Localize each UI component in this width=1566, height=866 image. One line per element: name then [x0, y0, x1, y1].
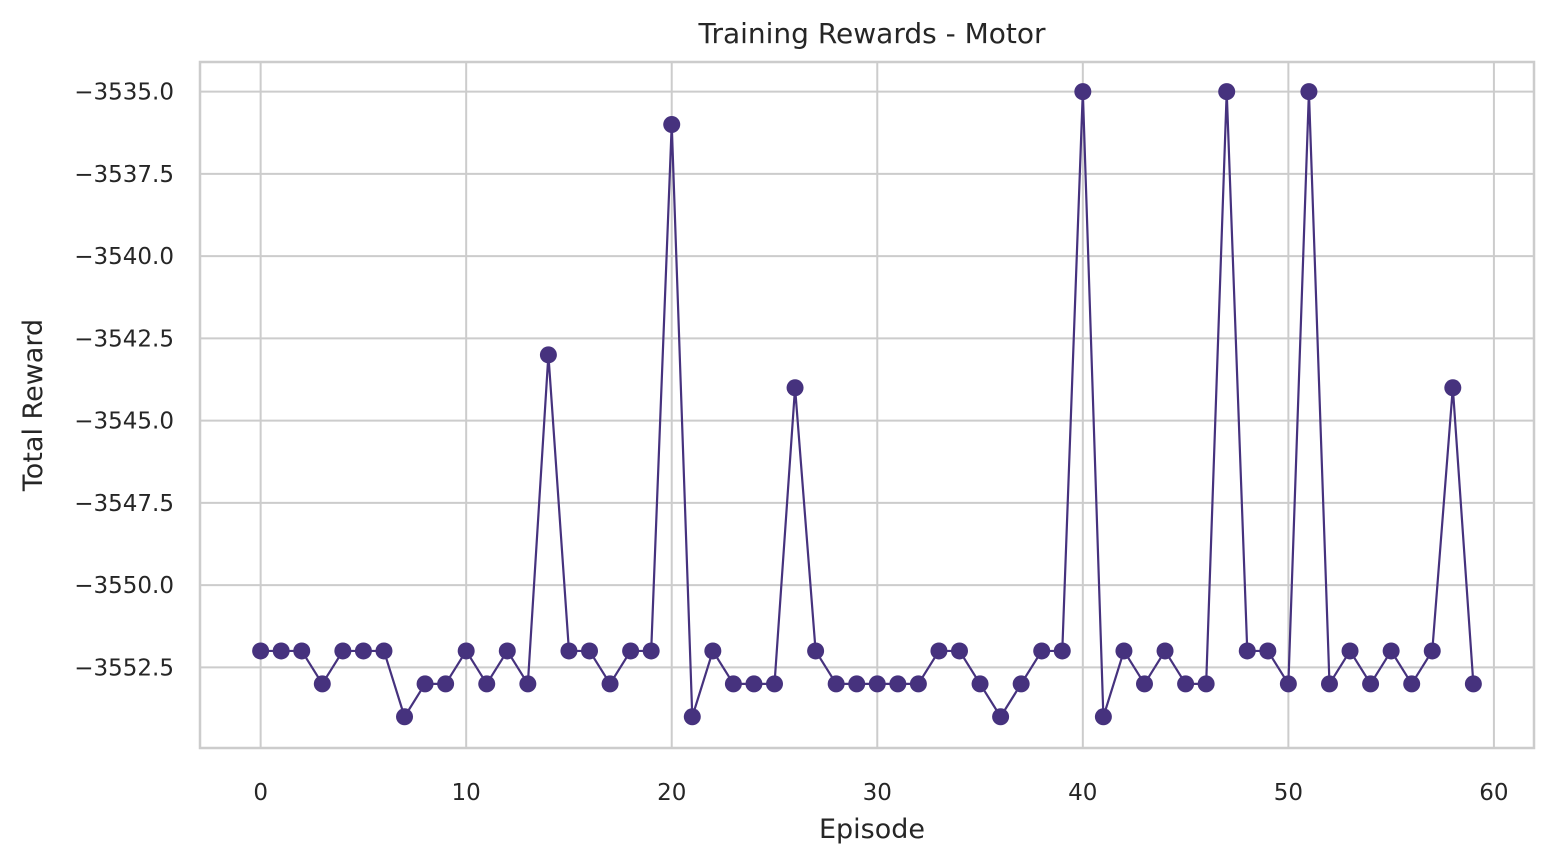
data-point: [827, 675, 845, 693]
data-point: [1403, 675, 1421, 693]
y-tick-label: −3540.0: [74, 244, 174, 270]
data-point: [293, 642, 311, 660]
data-point: [704, 642, 722, 660]
x-tick-label: 10: [452, 780, 481, 806]
x-tick-label: 0: [253, 780, 268, 806]
data-point: [539, 346, 557, 364]
data-point: [889, 675, 907, 693]
data-point: [601, 675, 619, 693]
chart-title: Training Rewards - Motor: [697, 17, 1046, 50]
data-point: [642, 642, 660, 660]
data-point: [457, 642, 475, 660]
data-point: [313, 675, 331, 693]
data-point: [766, 675, 784, 693]
data-point: [930, 642, 948, 660]
data-point: [252, 642, 270, 660]
data-point: [971, 675, 989, 693]
y-tick-label: −3542.5: [74, 326, 174, 352]
x-tick-label: 40: [1068, 780, 1097, 806]
data-point: [1033, 642, 1051, 660]
grid: [200, 62, 1534, 748]
x-tick-label: 30: [863, 780, 892, 806]
data-point: [807, 642, 825, 660]
data-point: [437, 675, 455, 693]
series-line: [260, 90, 1475, 718]
y-axis-label: Total Reward: [18, 319, 49, 492]
x-tick-label: 20: [657, 780, 686, 806]
data-point: [498, 642, 516, 660]
data-point: [909, 675, 927, 693]
data-point: [1279, 675, 1297, 693]
data-point: [1341, 642, 1359, 660]
data-point: [1135, 675, 1153, 693]
y-tick-label: −3535.0: [74, 80, 174, 106]
data-point: [1362, 675, 1380, 693]
y-tick-label: −3547.5: [74, 491, 174, 517]
data-point: [478, 675, 496, 693]
y-tick-label: −3545.0: [74, 409, 174, 435]
data-point: [1012, 675, 1030, 693]
data-point: [272, 642, 290, 660]
data-point: [1382, 642, 1400, 660]
x-tick-label: 50: [1274, 780, 1303, 806]
data-point: [786, 379, 804, 397]
data-point: [519, 675, 537, 693]
data-point: [683, 708, 701, 726]
data-point: [1094, 708, 1112, 726]
data-point: [1320, 675, 1338, 693]
data-point: [1197, 675, 1215, 693]
data-point: [1177, 675, 1195, 693]
data-point: [1300, 83, 1318, 101]
x-tick-label: 60: [1479, 780, 1508, 806]
data-point: [1259, 642, 1277, 660]
data-point: [416, 675, 434, 693]
data-point: [1423, 642, 1441, 660]
data-point: [334, 642, 352, 660]
data-point: [560, 642, 578, 660]
data-point: [663, 116, 681, 134]
x-axis-label: Episode: [819, 814, 925, 845]
plot-frame: [198, 60, 1536, 750]
y-tick-label: −3537.5: [74, 162, 174, 188]
y-tick-label: −3550.0: [74, 573, 174, 599]
data-point: [1218, 83, 1236, 101]
data-point: [1464, 675, 1482, 693]
data-point: [992, 708, 1010, 726]
data-point: [868, 675, 886, 693]
y-tick-label: −3552.5: [74, 655, 174, 681]
series-layer: [252, 83, 1482, 726]
data-point: [396, 708, 414, 726]
data-point: [950, 642, 968, 660]
data-point: [375, 642, 393, 660]
data-point: [1444, 379, 1462, 397]
data-point: [622, 642, 640, 660]
data-point: [354, 642, 372, 660]
data-point: [1053, 642, 1071, 660]
data-point: [1238, 642, 1256, 660]
data-point: [1074, 83, 1092, 101]
data-point: [745, 675, 763, 693]
data-point: [581, 642, 599, 660]
data-point: [1156, 642, 1174, 660]
data-point: [724, 675, 742, 693]
data-point: [848, 675, 866, 693]
tick-labels: 0 10 20 30 40 50 60 −3552.5 −3550.0 −3547.5 −3545.…: [74, 80, 1508, 806]
data-point: [1115, 642, 1133, 660]
